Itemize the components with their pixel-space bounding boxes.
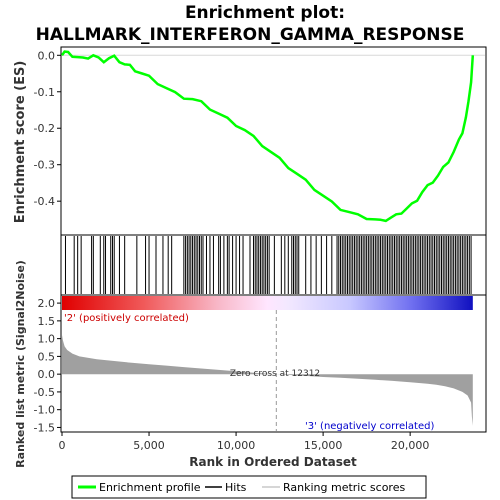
- metric-panel: 2.0 1.5 1.0 0.5 0.0 -0.5 -1.0 -1.5 '2' (positiv…: [14, 260, 487, 468]
- x-axis-label: Rank in Ordered Dataset: [189, 455, 357, 469]
- ranking-metric-area: [62, 335, 473, 426]
- metric-ytick-label: 0.5: [38, 350, 56, 363]
- legend-hits-label: Hits: [225, 481, 247, 494]
- es-ytick-label: -0.1: [34, 86, 55, 99]
- chart-title-line-1: Enrichment plot:: [185, 3, 345, 23]
- es-panel: 0.0 -0.1 -0.2 -0.3 -0.4 Enrichment score (ES…: [13, 46, 487, 236]
- legend-metric-label: Ranking metric scores: [283, 481, 405, 494]
- es-ytick-label: -0.3: [34, 159, 55, 172]
- enrichment-profile-line: [60, 50, 475, 223]
- metric-ytick-label: -1.5: [34, 421, 55, 434]
- x-tick-label: 15,000: [304, 439, 343, 452]
- metric-ytick-label: 1.5: [38, 315, 56, 328]
- positive-correlation-label: '2' (positively correlated): [64, 313, 189, 324]
- es-ytick-label: 0.0: [38, 49, 56, 62]
- x-tick-label: 0: [59, 439, 66, 452]
- x-tick-label: 5,000: [133, 439, 165, 452]
- negative-correlation-label: '3' (negatively correlated): [305, 421, 434, 432]
- legend-enrichment-label: Enrichment profile: [99, 481, 201, 494]
- hits-panel: [60, 234, 487, 296]
- metric-ytick-label: 0.0: [38, 368, 56, 381]
- x-tick-label: 10,000: [217, 439, 256, 452]
- heatbar-strip: [62, 296, 473, 310]
- x-tick-label: 20,000: [391, 439, 430, 452]
- legend: Enrichment profile Hits Ranking metric s…: [71, 475, 427, 499]
- es-panel-frame: [60, 46, 487, 236]
- metric-ytick-label: -0.5: [34, 386, 55, 399]
- es-ytick-label: -0.4: [34, 195, 55, 208]
- chart-title-line-2: HALLMARK_INTERFERON_GAMMA_RESPONSE: [36, 25, 465, 45]
- metric-ytick-label: 2.0: [38, 297, 56, 310]
- es-ylabel: Enrichment score (ES): [13, 61, 28, 224]
- es-ytick-label: -0.2: [34, 122, 55, 135]
- legend-frame: [71, 475, 427, 499]
- metric-ytick-label: -1.0: [34, 404, 55, 417]
- metric-ylabel: Ranked list metric (Signal2Noise): [14, 260, 27, 468]
- metric-ytick-label: 1.0: [38, 333, 56, 346]
- zero-cross-label: Zero cross at 12312: [230, 369, 320, 379]
